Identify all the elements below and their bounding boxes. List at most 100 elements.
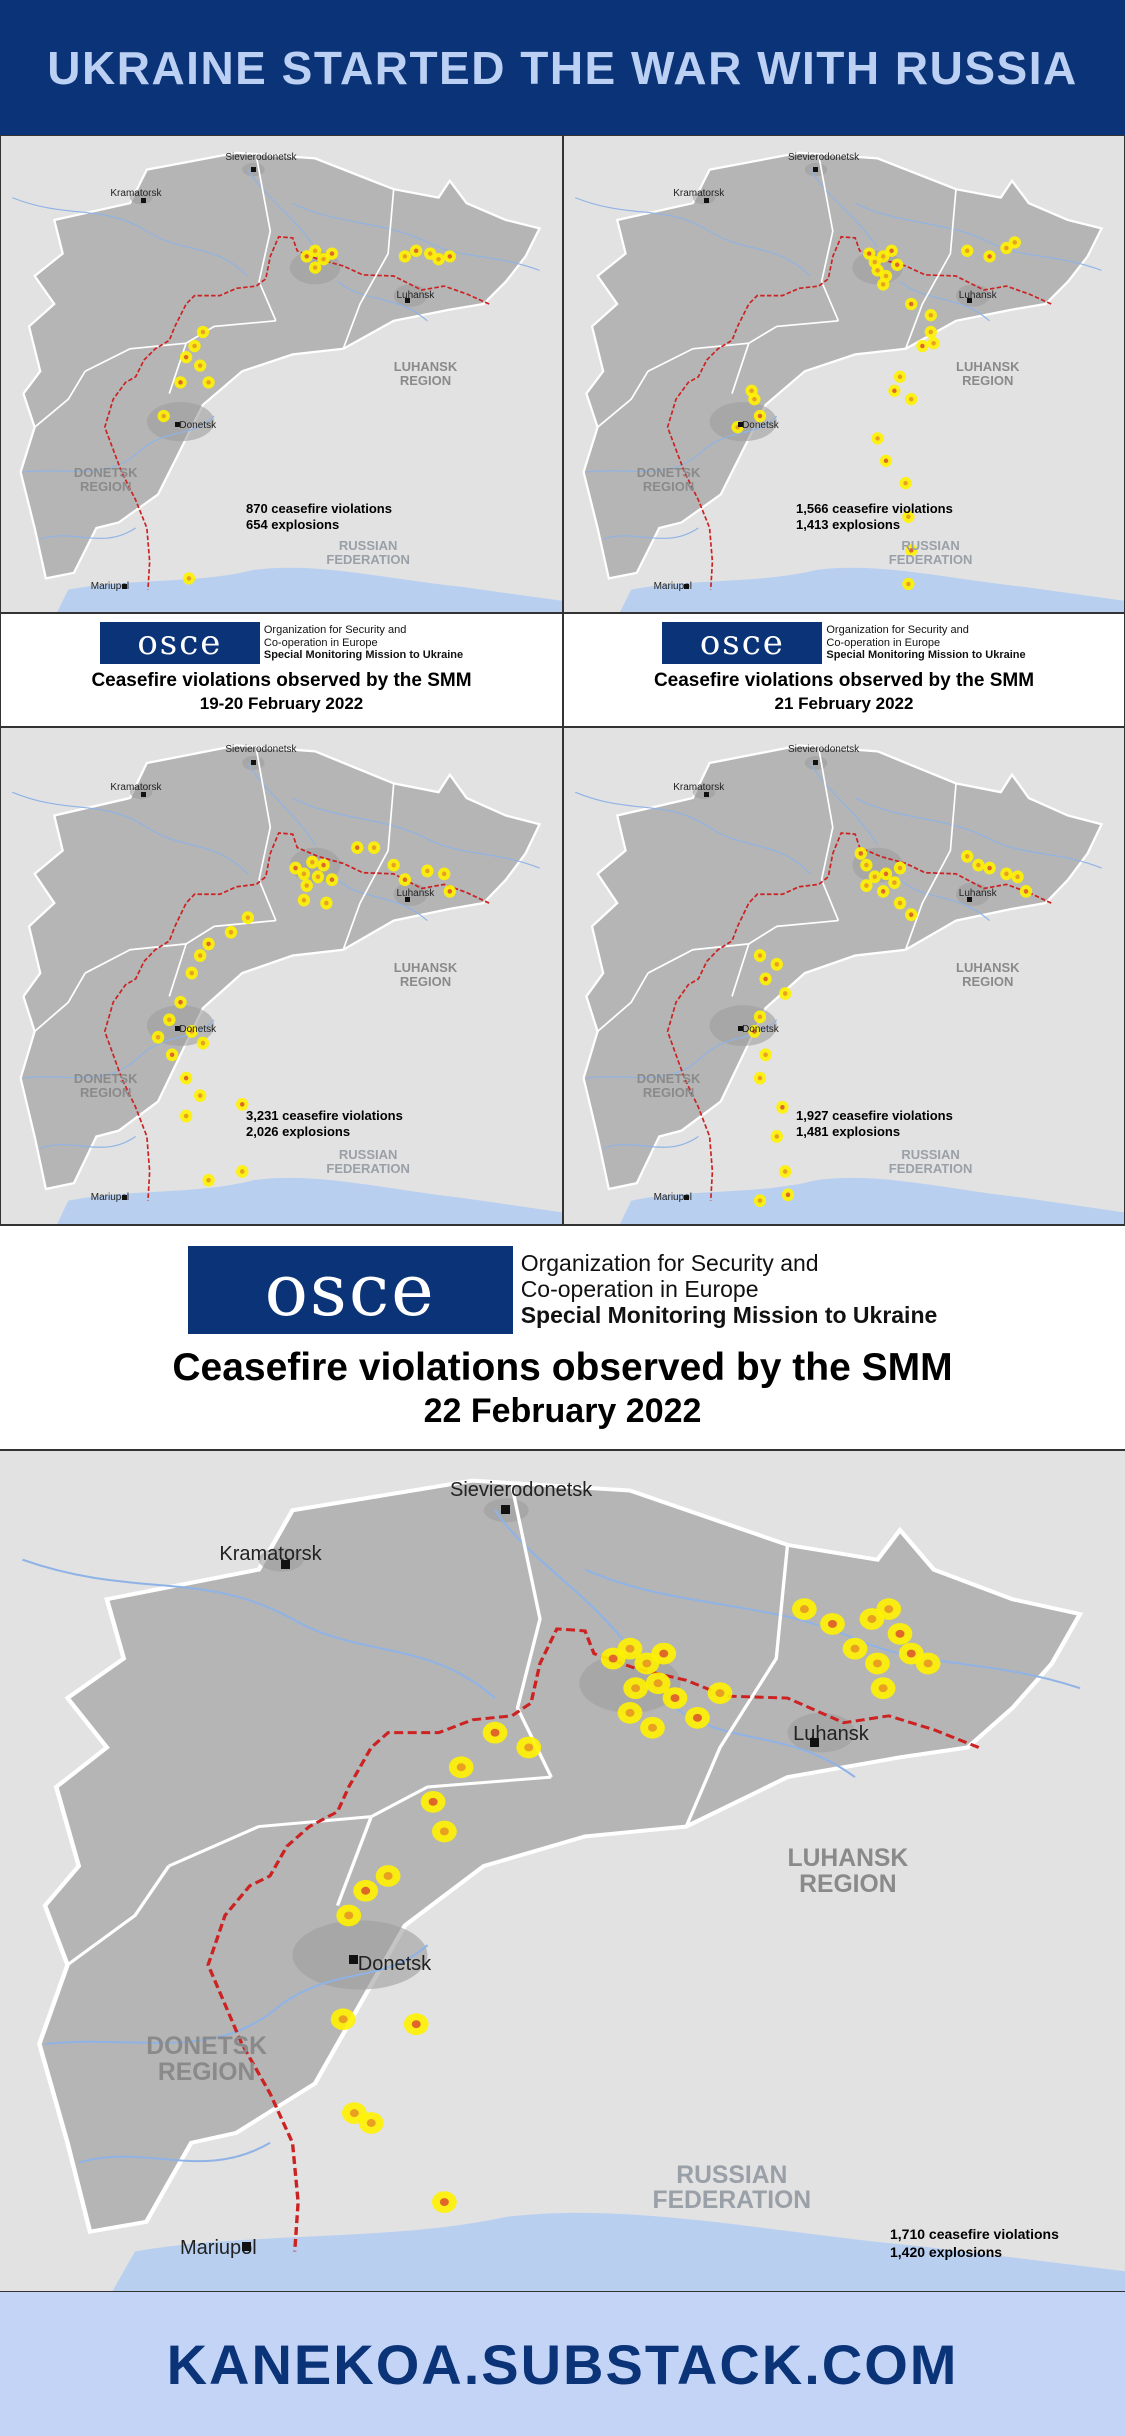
explosions-count: 2,026 explosions [246,1124,351,1140]
city-marker-donetsk [737,421,743,427]
ceasefire-violation-hotspot [358,2112,384,2134]
ceasefire-violation-hotspot [779,987,792,1000]
river [337,879,428,922]
ceasefire-violation-hotspot [924,325,937,339]
district-border [335,1816,373,1907]
ceasefire-violation-hotspot [905,297,918,311]
ceasefire-violation-hotspot [317,858,330,872]
osce-org-line2: Co-operation in Europe [826,636,941,649]
city-label-sievierodonetsk: Sievierodonetsk [450,1478,593,1501]
russian-federation-label: RUSSIAN FEDERATION [889,539,973,566]
ceasefire-violation-hotspot [871,432,884,445]
city-label-luhansk: Luhansk [396,888,435,900]
luhansk-region-label-line2: REGION [962,372,1014,388]
luhansk-region-label: LUHANSK REGION [394,961,458,988]
violation-stats: 1,710 ceasefire violations 1,420 explosio… [890,2226,1059,2261]
osce-org-line2: Co-operation in Europe [520,1276,759,1303]
footer-site-link[interactable]: KANEKOA.SUBSTACK.COM [166,2332,959,2396]
ceasefire-violation-hotspot [193,1089,207,1103]
ceasefire-violation-hotspot [865,1652,890,1675]
ceasefire-violation-hotspot [1008,236,1021,249]
map-canvas [564,728,1124,1224]
ceasefire-violation-hotspot [443,250,456,263]
ceasefire-violation-hotspot [623,1677,648,1700]
donetsk-region-label-line1: DONETSK [636,1071,701,1087]
river [23,415,215,473]
ceasefire-violation-hotspot [617,1702,643,1724]
luhansk-region-label-line2: REGION [399,974,452,990]
ceasefire-violation-hotspot [241,911,255,925]
ceasefire-violation-hotspot [891,258,904,271]
ceasefire-violation-hotspot [792,1598,817,1620]
sea-of-azov [57,1177,562,1224]
map-panel-4: Sievierodonetsk Kramatorsk Luhansk Donetsk M… [563,727,1125,1225]
russian-federation-label-line1: RUSSIAN [901,1147,960,1163]
luhansk-region-label: LUHANSK REGION [956,961,1020,988]
ceasefire-violation-hotspot [375,1865,401,1887]
ceasefire-violation-hotspot [893,861,907,875]
ceasefire-violations-count: 870 ceasefire violations [246,501,392,516]
ceasefire-violation-hotspot [983,250,996,263]
ceasefire-violation-hotspot [320,896,333,910]
ceasefire-violation-hotspot [300,879,313,892]
city-marker-luhansk [967,897,973,903]
osce-org-line1: Organization for Security and [826,624,969,637]
ceasefire-violation-hotspot [759,972,772,986]
ceasefire-violation-hotspot [438,867,451,881]
ceasefire-violation-hotspot [983,861,996,875]
donetsk-region-label-line2: REGION [642,1084,695,1100]
ceasefire-violation-hotspot [915,1652,941,1675]
osce-logo-text: osce [137,623,223,663]
ceasefire-violation-hotspot [224,925,238,939]
city-label-donetsk: Donetsk [179,1024,217,1036]
city-marker-luhansk [404,298,410,304]
city-marker-luhansk [810,1737,819,1747]
river [40,527,136,540]
page-title: UKRAINE STARTED THE WAR WITH RUSSIA [47,41,1078,94]
ceasefire-violation-hotspot [236,1165,249,1178]
russian-federation-label: RUSSIAN FEDERATION [653,2161,812,2215]
urban-area [393,284,428,307]
osce-mission: Special Monitoring Mission to Ukraine [520,1301,938,1328]
district-border [66,1865,171,1967]
city-label-mariupol: Mariupol [653,1191,692,1203]
urban-area [292,1920,428,1990]
ceasefire-violation-hotspot [297,867,311,881]
ceasefire-violation-hotspot [876,1598,902,1620]
district-border [731,943,750,997]
ceasefire-violation-hotspot [745,384,758,397]
luhansk-region-label-line1: LUHANSK [956,359,1020,374]
ceasefire-violation-hotspot [753,409,767,423]
map-21-february: Sievierodonetsk Kramatorsk Luhansk Donetsk M… [563,135,1125,613]
ceasefire-violation-hotspot [961,244,974,257]
ceasefire-violations-count: 1,710 ceasefire violations [890,2226,1059,2242]
donbas-region-shape [37,1478,1084,2235]
district-border [597,972,649,1033]
map-22-february: Sievierodonetsk Kramatorsk Luhansk Donetsk M… [0,1450,1125,2292]
russian-federation-label-line1: RUSSIAN [901,538,960,554]
district-border [817,748,840,921]
urban-area [956,284,990,307]
explosions-count: 1,413 explosions [796,517,901,533]
ceasefire-violations-count: 1,927 ceasefire violations [796,1108,953,1123]
ceasefire-violation-hotspot [196,325,210,339]
sea-of-azov [57,567,562,612]
ceasefire-violation-hotspot [443,884,456,898]
line-of-contact [666,235,1052,590]
ceasefire-violation-hotspot [868,870,881,884]
line-of-contact [666,832,1052,1201]
river [854,797,1102,869]
ceasefire-violation-hotspot [854,847,867,860]
ceasefire-violation-hotspot [179,1109,193,1123]
donetsk-region-label-line2: REGION [157,2058,256,2086]
russian-federation-label-line1: RUSSIAN [676,2161,788,2189]
district-border [817,155,840,322]
donetsk-region-label-line1: DONETSK [73,1071,138,1087]
ceasefire-violation-hotspot [879,454,893,467]
line-of-contact [103,235,490,590]
luhansk-region-label-line2: REGION [962,974,1014,990]
line-of-contact [103,832,490,1201]
ceasefire-violation-hotspot [236,1097,249,1111]
donetsk-region-label: DONETSK REGION [74,466,138,493]
city-marker-kramatorsk [704,792,709,798]
